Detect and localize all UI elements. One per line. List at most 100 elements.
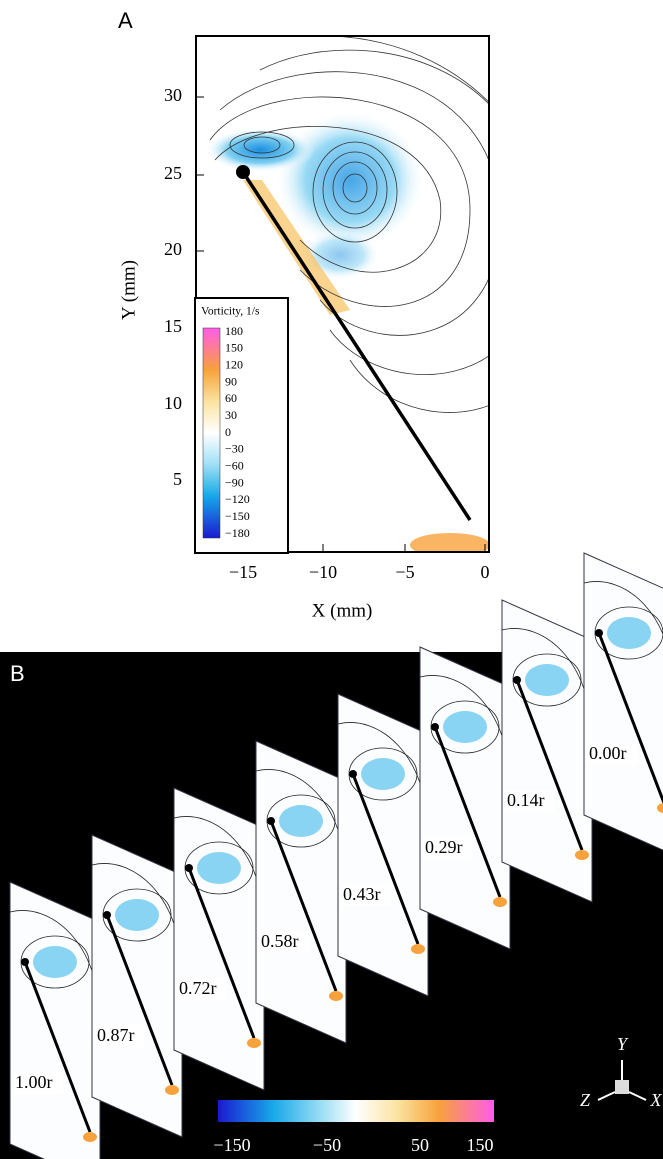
legend-level: 150 <box>225 341 243 355</box>
vortex <box>279 805 323 837</box>
slice <box>501 599 593 903</box>
y-tick-label: 10 <box>164 393 182 413</box>
plate-tip <box>267 817 275 825</box>
vortex <box>197 852 241 884</box>
streamline <box>583 581 663 636</box>
slices: 1.00r 0.87r 0.72r 0.58r 0.43r 0.29r 0.14r 0.00r <box>9 552 663 1159</box>
label-bg <box>259 931 309 953</box>
plate <box>597 632 663 804</box>
vortex <box>525 664 569 696</box>
vortex <box>361 758 405 790</box>
positive-vorticity <box>83 1132 97 1142</box>
positive-vorticity <box>575 850 589 860</box>
y-tick-label: 20 <box>164 239 182 259</box>
colorbar-tick-label: 50 <box>411 1135 429 1155</box>
label-bg <box>95 1025 145 1047</box>
slice <box>9 881 101 1159</box>
slice <box>337 693 429 997</box>
legend-level: −90 <box>225 475 244 489</box>
triad-z: Z <box>580 1090 591 1110</box>
legend-level: −150 <box>225 509 250 523</box>
panel-label: A <box>118 8 133 33</box>
triad-x: X <box>650 1090 663 1110</box>
slice-label: 0.72r <box>179 978 217 998</box>
legend-level: 60 <box>225 391 237 405</box>
slice-label: 0.00r <box>589 743 627 763</box>
plate-tip <box>21 958 29 966</box>
vortex <box>443 711 487 743</box>
plate-tip <box>349 770 357 778</box>
legend-level: −120 <box>225 492 250 506</box>
positive-vorticity <box>657 803 663 813</box>
slice <box>173 787 265 1091</box>
positive-vorticity <box>411 944 425 954</box>
slice <box>91 834 183 1138</box>
axis-ticks: 5 10 15 20 25 30 −15 −10 −5 0 <box>164 85 490 582</box>
y-tick-label: 25 <box>164 163 182 183</box>
plate-tip <box>431 723 439 731</box>
plate <box>105 914 174 1086</box>
vortex <box>33 946 77 978</box>
slice-label: 1.00r <box>15 1072 53 1092</box>
legend-level: 0 <box>225 425 231 439</box>
plate <box>515 679 584 851</box>
slice-label: 0.29r <box>425 837 463 857</box>
label-bg <box>177 978 227 1000</box>
x-tick-label: 0 <box>481 562 490 582</box>
x-tick-label: −5 <box>395 562 414 582</box>
colorbar-ticks: −150 −50 50 150 <box>213 1135 493 1155</box>
colorbar-tick-label: −50 <box>313 1135 341 1155</box>
plate <box>187 867 256 1039</box>
flow-field <box>205 36 489 552</box>
y-tick-label: 30 <box>164 85 182 105</box>
plot-frame <box>195 35 490 553</box>
slice-label: 0.43r <box>343 884 381 904</box>
vortex <box>607 617 651 649</box>
plate <box>23 961 92 1133</box>
y-tick-label: 5 <box>173 469 182 489</box>
label-bg <box>341 884 391 906</box>
legend-colorbar <box>202 327 221 539</box>
plate-tip <box>595 629 603 637</box>
x-tick-label: −15 <box>229 562 257 582</box>
plate <box>351 773 420 945</box>
slice <box>419 646 511 950</box>
plate <box>269 820 338 992</box>
slice <box>255 740 347 1044</box>
legend-title: Vorticity, 1/s <box>201 306 260 318</box>
label-bg <box>587 743 637 765</box>
colorbar-tick-label: 150 <box>467 1135 494 1155</box>
slice-label: 0.58r <box>261 931 299 951</box>
plate-tip <box>103 911 111 919</box>
plate <box>433 726 502 898</box>
label-bg <box>505 790 555 812</box>
panel-label: B <box>10 661 25 686</box>
legend-levels: 180 150 120 90 60 30 0 −30 −60 −90 −120 −150 −180 <box>225 324 250 540</box>
label-bg <box>423 837 473 859</box>
positive-vorticity <box>329 991 343 1001</box>
colorbar-tick-label: −150 <box>213 1135 250 1155</box>
plate-tip <box>185 864 193 872</box>
triad-y: Y <box>617 1034 629 1054</box>
legend-level: 180 <box>225 324 243 338</box>
y-tick-label: 15 <box>164 316 182 336</box>
slice <box>583 552 663 851</box>
slice-label: 0.14r <box>507 790 545 810</box>
vortex <box>115 899 159 931</box>
slice-label: 0.87r <box>97 1025 135 1045</box>
positive-vorticity <box>247 1038 261 1048</box>
legend-level: −30 <box>225 442 244 456</box>
plate-tip <box>513 676 521 684</box>
x-axis-label: X (mm) <box>312 600 373 621</box>
y-axis-label: Y (mm) <box>118 260 139 320</box>
legend-level: 120 <box>225 357 243 371</box>
label-bg <box>13 1072 63 1094</box>
legend-level: −60 <box>225 458 244 472</box>
legend-level: 90 <box>225 374 237 388</box>
legend-level: 30 <box>225 408 237 422</box>
x-tick-label: −10 <box>309 562 337 582</box>
colorbar <box>218 1100 494 1122</box>
legend-level: −180 <box>225 526 250 540</box>
